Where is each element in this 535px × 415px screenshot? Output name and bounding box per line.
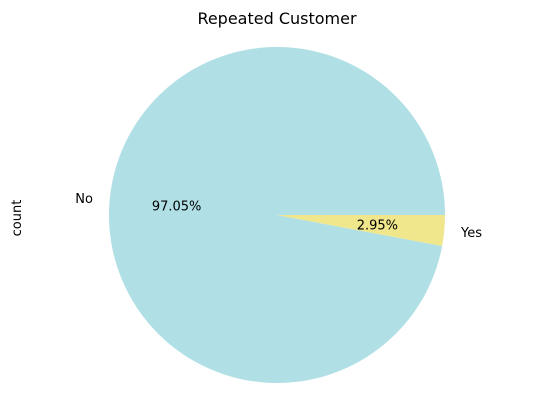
pie-slices [109, 46, 446, 383]
pie-slice-no [109, 46, 446, 383]
y-axis-label: count [10, 200, 25, 237]
pie-labels: No 97.05% Yes 2.95% [75, 192, 482, 241]
pie-slice-yes [277, 215, 446, 246]
slice-label-yes: Yes [460, 226, 482, 241]
slice-label-no: No [75, 192, 93, 207]
slice-percent-yes: 2.95% [357, 218, 398, 233]
slice-percent-no: 97.05% [152, 200, 202, 215]
chart-title: Repeated Customer [197, 9, 357, 28]
